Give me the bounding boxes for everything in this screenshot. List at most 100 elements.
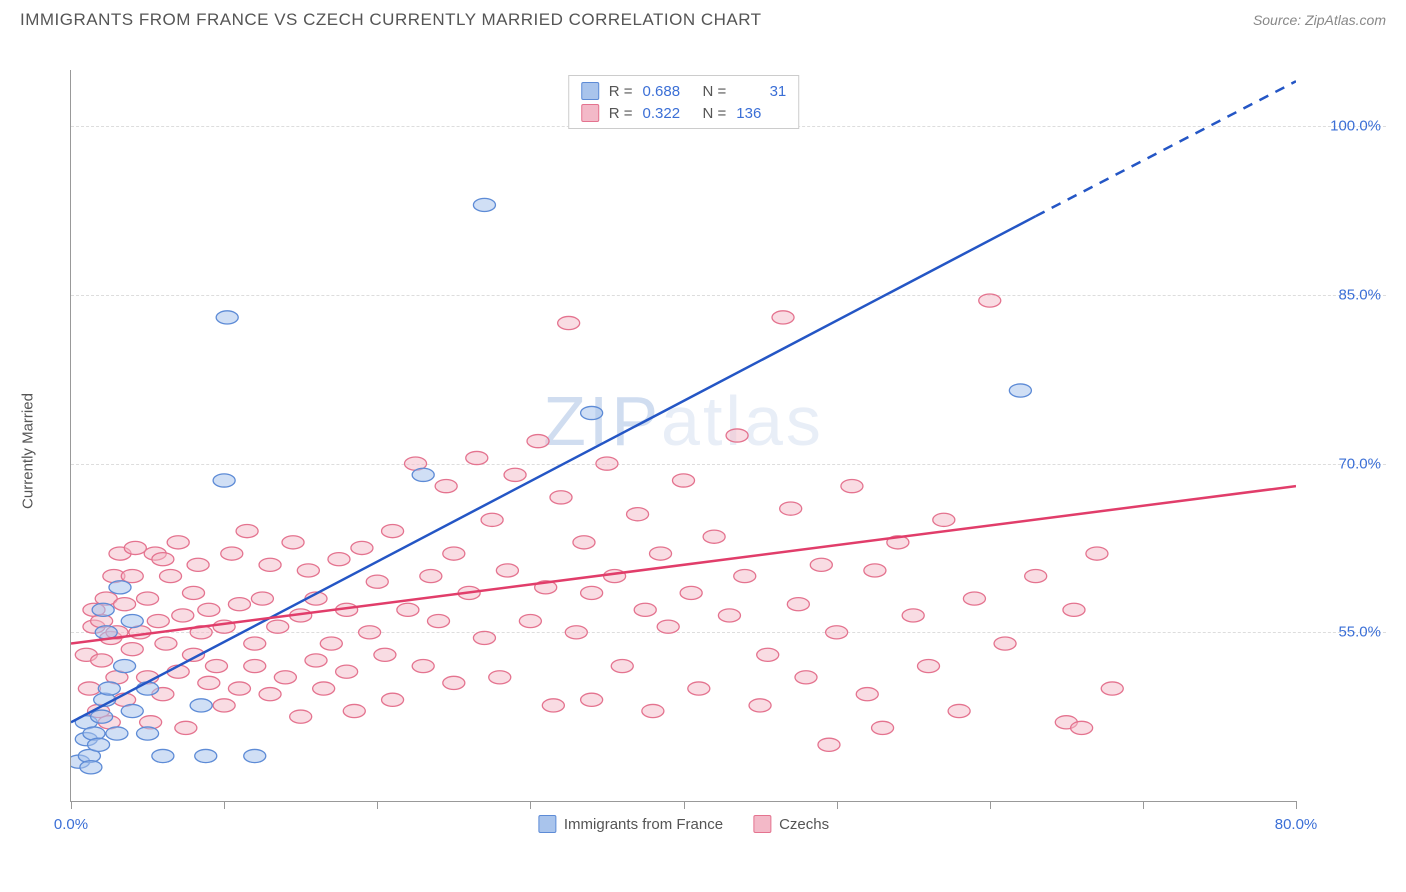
scatter-point [1063, 603, 1085, 616]
scatter-point [351, 541, 373, 554]
scatter-point [98, 682, 120, 695]
regression-line [71, 216, 1036, 722]
legend-item: Czechs [753, 815, 829, 833]
scatter-point [435, 480, 457, 493]
scatter-point [826, 626, 848, 639]
legend-label: Czechs [779, 816, 829, 833]
scatter-point [420, 569, 442, 582]
scatter-point [757, 648, 779, 661]
scatter-point [412, 659, 434, 672]
scatter-point [205, 659, 227, 672]
scatter-point [259, 688, 281, 701]
scatter-point [228, 598, 250, 611]
scatter-point [627, 508, 649, 521]
stats-row: R = 0.322 N = 136 [581, 102, 787, 124]
scatter-point [581, 586, 603, 599]
scatter-point [114, 659, 136, 672]
legend-item: Immigrants from France [538, 815, 723, 833]
scatter-point [412, 468, 434, 481]
scatter-point [320, 637, 342, 650]
scatter-point [581, 693, 603, 706]
scatter-point [213, 474, 235, 487]
scatter-point [473, 198, 495, 211]
scatter-point [864, 564, 886, 577]
scatter-point [175, 721, 197, 734]
stats-legend-box: R = 0.688 N = 31 R = 0.322 N = 136 [568, 75, 800, 129]
scatter-point [527, 435, 549, 448]
scatter-point [772, 311, 794, 324]
scatter-point [155, 637, 177, 650]
scatter-point [167, 536, 189, 549]
x-tick [1143, 801, 1144, 809]
scatter-point [137, 727, 159, 740]
scatter-point [244, 749, 266, 762]
chart-container: Currently Married ZIPatlas R = 0.688 N =… [50, 50, 1386, 852]
swatch-icon [581, 82, 599, 100]
scatter-point [106, 727, 128, 740]
scatter-point [818, 738, 840, 751]
y-tick-label: 100.0% [1330, 118, 1381, 135]
scatter-point [473, 631, 495, 644]
n-value: 31 [736, 83, 786, 100]
scatter-point [160, 569, 182, 582]
x-tick [990, 801, 991, 809]
scatter-point [213, 699, 235, 712]
scatter-point [1071, 721, 1093, 734]
scatter-point [542, 699, 564, 712]
scatter-point [187, 558, 209, 571]
scatter-point [634, 603, 656, 616]
scatter-point [92, 603, 114, 616]
stats-row: R = 0.688 N = 31 [581, 80, 787, 102]
scatter-point [297, 564, 319, 577]
scatter-point [657, 620, 679, 633]
scatter-point [228, 682, 250, 695]
scatter-point [787, 598, 809, 611]
scatter-point [195, 749, 217, 762]
scatter-plot-svg [71, 70, 1296, 801]
scatter-point [550, 491, 572, 504]
x-axis-legend: Immigrants from France Czechs [538, 815, 829, 833]
x-tick [377, 801, 378, 809]
scatter-point [902, 609, 924, 622]
scatter-point [80, 761, 102, 774]
scatter-point [359, 626, 381, 639]
scatter-point [703, 530, 725, 543]
x-tick [1296, 801, 1297, 809]
swatch-icon [538, 815, 556, 833]
scatter-point [91, 710, 113, 723]
scatter-point [198, 676, 220, 689]
scatter-point [611, 659, 633, 672]
plot-area: ZIPatlas R = 0.688 N = 31 R = 0.322 N = … [70, 70, 1296, 802]
scatter-point [427, 614, 449, 627]
scatter-point [780, 502, 802, 515]
scatter-point [443, 676, 465, 689]
scatter-point [994, 637, 1016, 650]
scatter-point [688, 682, 710, 695]
scatter-point [137, 682, 159, 695]
scatter-point [841, 480, 863, 493]
scatter-point [581, 406, 603, 419]
scatter-point [382, 525, 404, 538]
scatter-point [78, 682, 100, 695]
scatter-point [198, 603, 220, 616]
scatter-point [1101, 682, 1123, 695]
scatter-point [336, 665, 358, 678]
scatter-point [282, 536, 304, 549]
scatter-point [397, 603, 419, 616]
scatter-point [147, 614, 169, 627]
x-tick [684, 801, 685, 809]
scatter-point [313, 682, 335, 695]
scatter-point [795, 671, 817, 684]
header: IMMIGRANTS FROM FRANCE VS CZECH CURRENTL… [0, 0, 1406, 35]
scatter-point [558, 316, 580, 329]
scatter-point [152, 749, 174, 762]
scatter-point [172, 609, 194, 622]
x-tick [224, 801, 225, 809]
scatter-point [182, 586, 204, 599]
scatter-point [137, 592, 159, 605]
scatter-point [152, 553, 174, 566]
scatter-point [1086, 547, 1108, 560]
scatter-point [496, 564, 518, 577]
scatter-point [121, 704, 143, 717]
scatter-point [382, 693, 404, 706]
